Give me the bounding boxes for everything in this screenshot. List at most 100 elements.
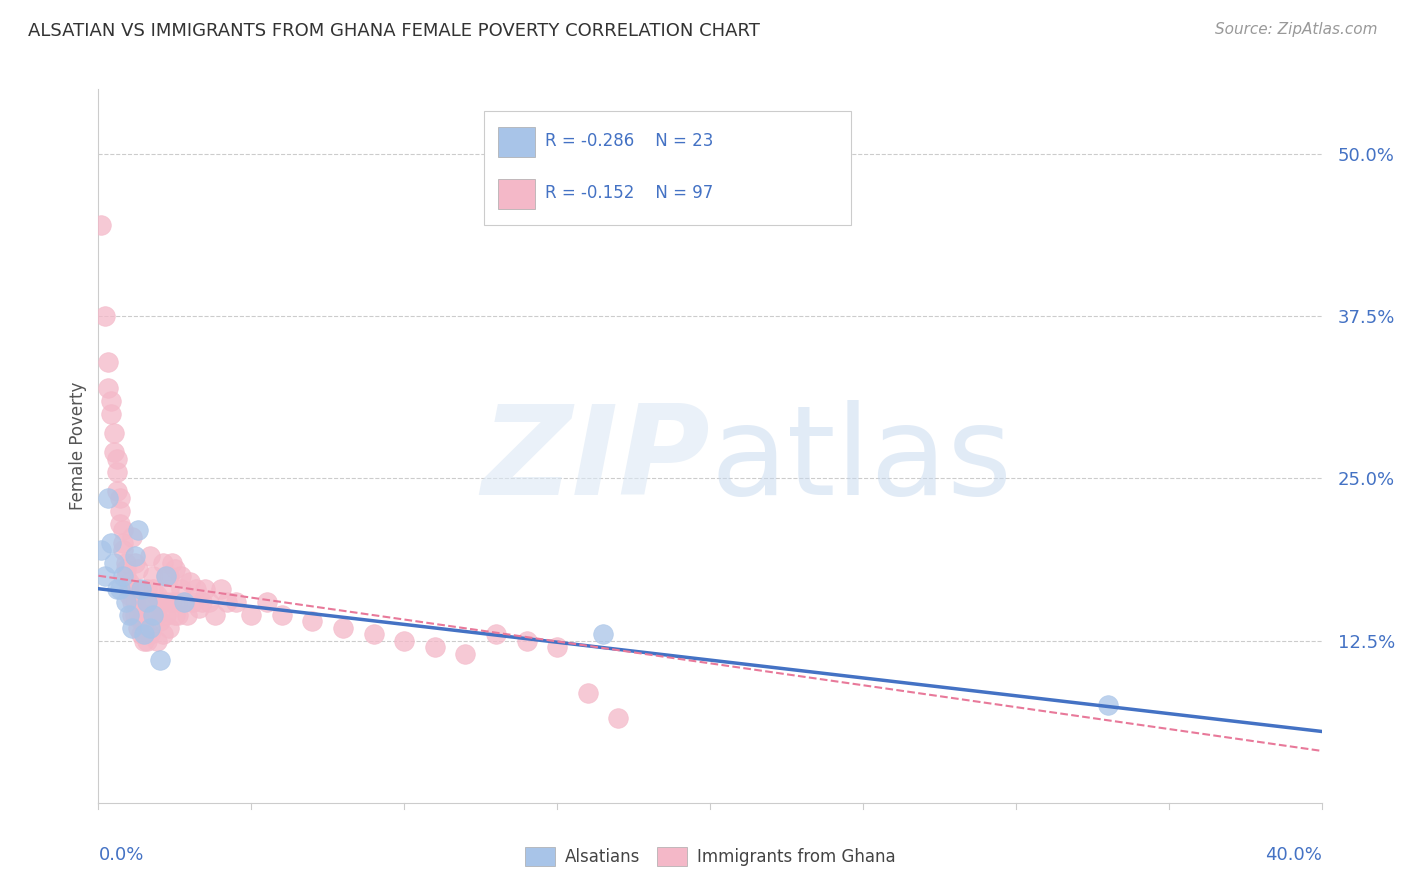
Point xyxy=(118,575,141,590)
Text: ZIP: ZIP xyxy=(481,400,710,521)
Point xyxy=(270,607,292,622)
Point xyxy=(134,633,156,648)
Text: 40.0%: 40.0% xyxy=(1265,846,1322,863)
Point xyxy=(127,582,149,596)
FancyBboxPatch shape xyxy=(484,111,851,225)
Point xyxy=(118,607,141,622)
Point xyxy=(145,588,167,602)
Point xyxy=(516,633,538,648)
Point xyxy=(155,568,177,582)
Point xyxy=(134,621,156,635)
Point xyxy=(111,568,134,582)
Point xyxy=(160,595,183,609)
Point xyxy=(108,491,131,505)
Point xyxy=(97,491,120,505)
Point xyxy=(607,711,630,725)
Point xyxy=(142,568,165,582)
Point xyxy=(163,607,186,622)
Point xyxy=(124,556,146,570)
Point xyxy=(204,607,226,622)
Point xyxy=(124,549,146,564)
Point xyxy=(332,621,354,635)
Point xyxy=(115,562,138,576)
Point xyxy=(127,621,149,635)
Point xyxy=(142,607,165,622)
Point xyxy=(546,640,568,654)
Text: Source: ZipAtlas.com: Source: ZipAtlas.com xyxy=(1215,22,1378,37)
Point xyxy=(134,595,156,609)
Point xyxy=(105,582,128,596)
Point xyxy=(134,627,156,641)
Point xyxy=(157,568,180,582)
Point xyxy=(170,582,193,596)
Point xyxy=(142,607,165,622)
Point xyxy=(155,595,177,609)
Point xyxy=(115,568,138,582)
Point xyxy=(152,556,174,570)
Point xyxy=(188,601,211,615)
Point xyxy=(136,633,159,648)
Point xyxy=(149,653,172,667)
Point xyxy=(225,595,247,609)
Point xyxy=(118,588,141,602)
FancyBboxPatch shape xyxy=(498,127,536,157)
Point xyxy=(100,536,122,550)
Point xyxy=(136,595,159,609)
Point xyxy=(197,595,219,609)
Point xyxy=(186,582,208,596)
Point xyxy=(124,607,146,622)
Point xyxy=(592,627,614,641)
Point xyxy=(136,607,159,622)
Point xyxy=(108,516,131,531)
Point xyxy=(256,595,278,609)
Point xyxy=(105,484,128,499)
Point xyxy=(149,595,172,609)
Point xyxy=(111,536,134,550)
Point xyxy=(176,607,198,622)
Point xyxy=(240,607,263,622)
Point xyxy=(157,582,180,596)
Point xyxy=(97,381,120,395)
Text: ALSATIAN VS IMMIGRANTS FROM GHANA FEMALE POVERTY CORRELATION CHART: ALSATIAN VS IMMIGRANTS FROM GHANA FEMALE… xyxy=(28,22,761,40)
Point xyxy=(423,640,446,654)
Point xyxy=(129,595,152,609)
Point xyxy=(127,607,149,622)
Point xyxy=(454,647,477,661)
Point xyxy=(167,595,190,609)
Point xyxy=(100,407,122,421)
Point xyxy=(93,310,115,324)
Point xyxy=(136,582,159,596)
Point xyxy=(215,595,238,609)
Point xyxy=(108,582,131,596)
Point xyxy=(145,633,167,648)
Point xyxy=(121,530,143,544)
Point xyxy=(139,627,162,641)
Point xyxy=(157,621,180,635)
Point xyxy=(485,627,508,641)
Point xyxy=(115,595,138,609)
Point xyxy=(129,614,152,628)
Point xyxy=(152,595,174,609)
Point xyxy=(152,627,174,641)
Y-axis label: Female Poverty: Female Poverty xyxy=(69,382,87,510)
Point xyxy=(363,627,385,641)
Point xyxy=(149,614,172,628)
Point xyxy=(173,595,195,609)
Point xyxy=(145,607,167,622)
Point xyxy=(1097,698,1119,713)
Point xyxy=(179,575,201,590)
Point xyxy=(209,582,232,596)
Point xyxy=(103,445,125,459)
Point xyxy=(105,452,128,467)
Point xyxy=(111,542,134,557)
Point xyxy=(90,219,112,233)
Point xyxy=(173,595,195,609)
Point xyxy=(191,595,214,609)
Point xyxy=(129,582,152,596)
Point xyxy=(181,595,204,609)
Point xyxy=(127,524,149,538)
Point xyxy=(194,582,217,596)
Point xyxy=(111,524,134,538)
Point xyxy=(118,582,141,596)
Text: atlas: atlas xyxy=(710,400,1012,521)
